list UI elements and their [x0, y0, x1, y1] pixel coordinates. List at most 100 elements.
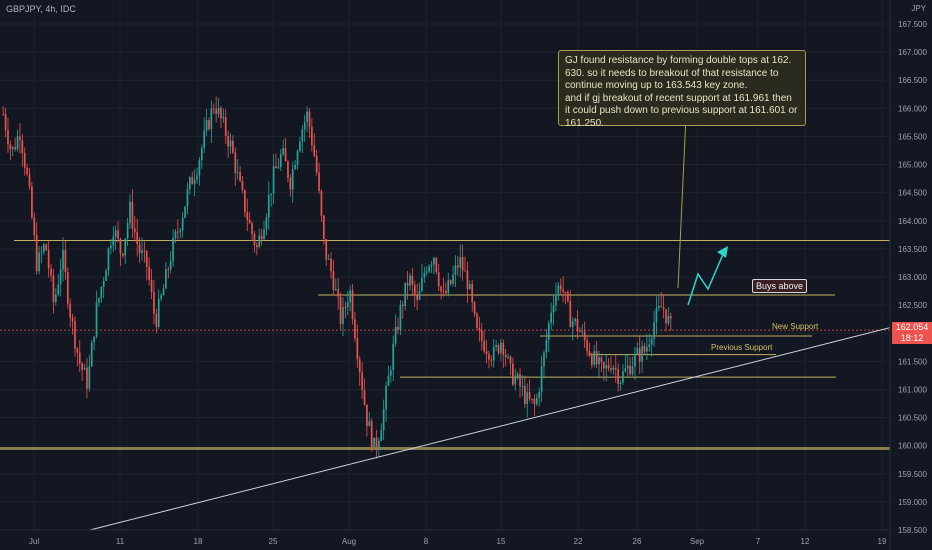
- candle-body: [83, 367, 86, 370]
- candle-body: [528, 392, 531, 399]
- candle-body: [411, 275, 414, 285]
- candle-body: [643, 345, 646, 352]
- candle-body: [81, 363, 83, 370]
- candle-body: [452, 274, 454, 284]
- candle-body: [251, 223, 253, 235]
- candle-body: [169, 261, 172, 270]
- candle-body: [567, 292, 569, 302]
- candle-body: [55, 294, 57, 302]
- candle-body: [421, 277, 423, 291]
- candle-body: [564, 291, 567, 293]
- symbol-header: GBPJPY, 4h, IDC: [6, 4, 76, 14]
- candle-body: [215, 109, 217, 114]
- candle-body: [200, 147, 203, 161]
- candle-body: [454, 265, 457, 275]
- candle-body: [624, 368, 627, 372]
- price-axis[interactable]: 167.500 167.000 166.500 166.000 165.500 165.0…: [889, 0, 927, 550]
- candle-body: [497, 344, 500, 353]
- candle-body: [409, 275, 411, 286]
- price-tick-label: 164.500: [898, 189, 927, 198]
- candle-body: [126, 223, 129, 239]
- candle-body: [105, 270, 107, 281]
- candle-body: [634, 353, 636, 367]
- candle-body: [342, 306, 344, 324]
- candle-body: [208, 120, 210, 130]
- candle-body: [447, 280, 450, 293]
- candle-body: [62, 250, 64, 270]
- current-price: 162.054: [895, 322, 929, 332]
- candle-body: [636, 348, 639, 354]
- candle-body: [325, 238, 328, 260]
- candle-body: [638, 348, 641, 362]
- candle-body: [16, 136, 19, 150]
- candle-body: [370, 421, 373, 448]
- candle-body: [502, 342, 505, 355]
- candle-body: [492, 347, 495, 361]
- time-tick-label: 12: [801, 537, 810, 546]
- candle-body: [538, 391, 541, 398]
- callout-line: GJ found resistance by forming double to…: [565, 55, 792, 66]
- candle-body: [88, 366, 91, 389]
- candle-body: [543, 352, 545, 367]
- candle-body: [569, 301, 572, 328]
- candle-body: [184, 206, 186, 218]
- candle-body: [363, 390, 366, 405]
- candle-body: [669, 315, 672, 319]
- candle-body: [351, 290, 354, 320]
- candle-body: [641, 345, 643, 362]
- candle-body: [378, 440, 380, 450]
- price-tick-label: 161.000: [898, 385, 927, 394]
- candle-body: [667, 315, 670, 324]
- candle-body: [189, 177, 191, 189]
- candle-body: [138, 244, 141, 253]
- time-tick-label: Aug: [342, 537, 356, 546]
- callout-line: continue moving up to 163.543 key zone.: [565, 80, 748, 91]
- candle-body: [356, 338, 359, 360]
- candle-body: [658, 306, 660, 309]
- candle-body: [272, 166, 275, 194]
- candle-body: [490, 359, 493, 361]
- candle-body: [193, 179, 196, 185]
- candle-body: [136, 232, 139, 245]
- candle-body: [210, 108, 213, 130]
- candle-body: [605, 365, 608, 369]
- candle-body: [47, 250, 50, 269]
- candle-body: [148, 266, 150, 280]
- candle-body: [236, 172, 239, 174]
- candle-body: [35, 235, 38, 272]
- candle-body: [665, 309, 667, 324]
- price-tick-label: 163.500: [898, 245, 927, 254]
- candle-body: [181, 217, 184, 231]
- time-tick-label: 25: [269, 537, 278, 546]
- price-tick-label: 159.000: [898, 498, 927, 507]
- candle-body: [155, 314, 158, 327]
- candle-body: [423, 272, 426, 278]
- candle-body: [289, 177, 292, 190]
- candle-body: [464, 270, 466, 272]
- candle-body: [315, 155, 318, 173]
- time-axis[interactable]: Jul 11 18 25 Aug 8 15 22 26 Sep 7 12 19: [0, 529, 890, 546]
- candle-body: [23, 153, 26, 168]
- candle-body: [229, 140, 232, 147]
- buys-above-label[interactable]: Buys above: [752, 279, 808, 293]
- candle-body: [614, 367, 617, 370]
- candle-body: [507, 356, 509, 358]
- candle-body: [476, 313, 478, 329]
- analysis-callout[interactable]: GJ found resistance by forming double to…: [558, 50, 806, 129]
- candle-body: [107, 248, 110, 271]
- candle-body: [167, 269, 170, 271]
- candle-body: [323, 215, 325, 239]
- candle-body: [535, 397, 538, 404]
- candle-body: [74, 321, 76, 349]
- candle-body: [165, 269, 167, 289]
- candle-body: [390, 370, 392, 376]
- candle-body: [332, 271, 335, 290]
- candle-body: [141, 250, 143, 253]
- candle-body: [394, 326, 397, 344]
- candle-body: [143, 250, 146, 252]
- candle-body: [344, 306, 347, 308]
- time-tick-label: 8: [424, 537, 429, 546]
- candle-body: [145, 251, 148, 267]
- trendline-layer: [89, 115, 891, 531]
